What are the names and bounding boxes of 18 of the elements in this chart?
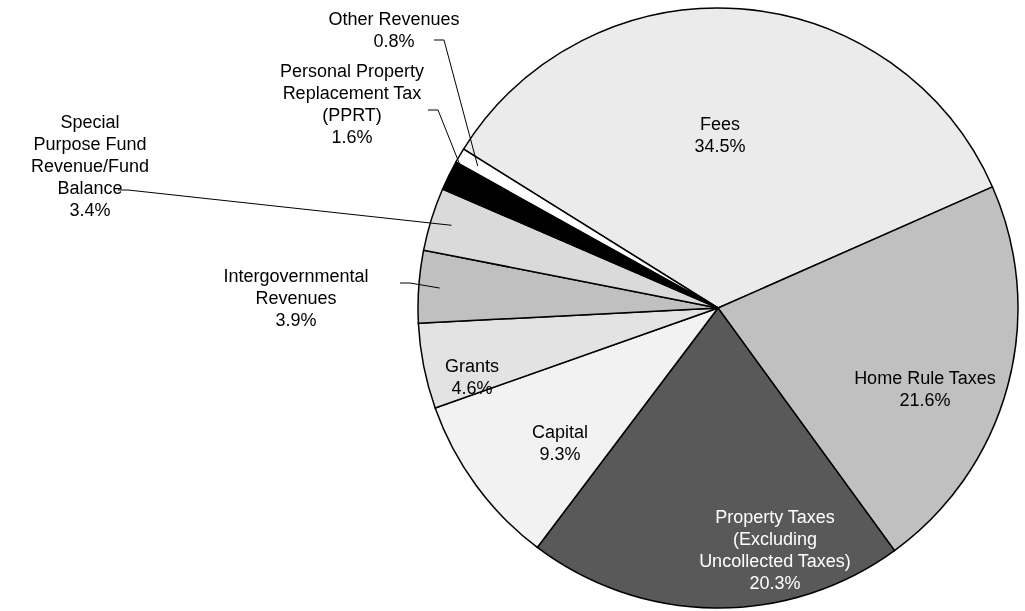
- data-label: 34.5%: [694, 136, 746, 156]
- slice-label: Home Rule Taxes: [854, 368, 996, 388]
- slice-label: Grants: [444, 356, 500, 376]
- slice-label: Fees: [699, 114, 741, 134]
- data-label: 21.6%: [899, 390, 951, 410]
- data-label: 0.8%: [373, 31, 415, 51]
- data-label: 3.9%: [275, 310, 317, 330]
- data-label: 20.3%: [749, 573, 801, 593]
- data-label: 4.6%: [451, 378, 493, 398]
- legend-label: Intergovernmental Revenues: [223, 266, 369, 308]
- slice-label: Capital: [531, 422, 589, 442]
- data-label: 9.3%: [539, 444, 581, 464]
- data-label: 1.6%: [331, 127, 373, 147]
- data-label: 3.4%: [69, 200, 111, 220]
- slice-label: Special Purpose Fund Revenue/Fund Balance: [30, 112, 150, 198]
- slice-label: Property Taxes (Excluding Uncollected Taxes): [699, 507, 851, 571]
- slice-label: Other Revenues: [328, 9, 460, 29]
- slice-label: Personal Property Replacement Tax (PPRT): [279, 61, 425, 125]
